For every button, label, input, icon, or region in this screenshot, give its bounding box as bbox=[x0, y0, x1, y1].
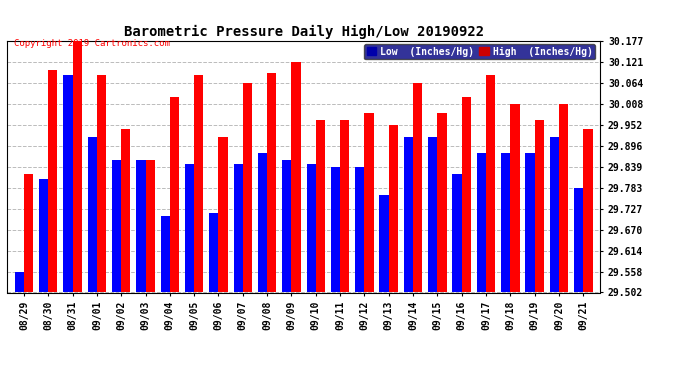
Bar bbox=[258, 153, 267, 292]
Bar bbox=[316, 120, 325, 292]
Bar bbox=[137, 160, 146, 292]
Bar bbox=[194, 75, 204, 292]
Bar bbox=[380, 195, 388, 292]
Bar bbox=[583, 129, 593, 292]
Bar bbox=[355, 167, 364, 292]
Bar bbox=[574, 188, 583, 292]
Bar bbox=[428, 136, 437, 292]
Bar bbox=[437, 113, 446, 292]
Bar bbox=[161, 216, 170, 292]
Bar bbox=[121, 129, 130, 292]
Bar bbox=[511, 104, 520, 292]
Bar bbox=[306, 164, 316, 292]
Bar bbox=[453, 174, 462, 292]
Bar bbox=[243, 83, 252, 292]
Bar bbox=[48, 70, 57, 292]
Bar bbox=[39, 178, 48, 292]
Bar bbox=[364, 113, 374, 292]
Bar bbox=[331, 167, 340, 292]
Bar bbox=[282, 160, 291, 292]
Bar bbox=[219, 136, 228, 292]
Bar bbox=[146, 160, 155, 292]
Bar bbox=[24, 174, 33, 292]
Bar bbox=[72, 41, 82, 292]
Bar bbox=[486, 75, 495, 292]
Bar bbox=[88, 136, 97, 292]
Bar bbox=[209, 213, 219, 292]
Bar bbox=[170, 97, 179, 292]
Text: Copyright 2019 Cartronics.com: Copyright 2019 Cartronics.com bbox=[14, 39, 170, 48]
Bar bbox=[404, 136, 413, 292]
Legend: Low  (Inches/Hg), High  (Inches/Hg): Low (Inches/Hg), High (Inches/Hg) bbox=[364, 44, 595, 60]
Bar bbox=[14, 272, 24, 292]
Bar bbox=[233, 164, 243, 292]
Bar bbox=[559, 104, 568, 292]
Bar bbox=[413, 83, 422, 292]
Bar bbox=[388, 125, 398, 292]
Bar bbox=[550, 136, 559, 292]
Bar bbox=[267, 73, 277, 292]
Bar bbox=[477, 153, 486, 292]
Bar bbox=[112, 160, 121, 292]
Title: Barometric Pressure Daily High/Low 20190922: Barometric Pressure Daily High/Low 20190… bbox=[124, 24, 484, 39]
Bar bbox=[535, 120, 544, 292]
Bar bbox=[63, 75, 72, 292]
Bar bbox=[525, 153, 535, 292]
Bar bbox=[462, 97, 471, 292]
Bar bbox=[291, 62, 301, 292]
Bar bbox=[185, 164, 194, 292]
Bar bbox=[340, 120, 349, 292]
Bar bbox=[97, 75, 106, 292]
Bar bbox=[501, 153, 511, 292]
